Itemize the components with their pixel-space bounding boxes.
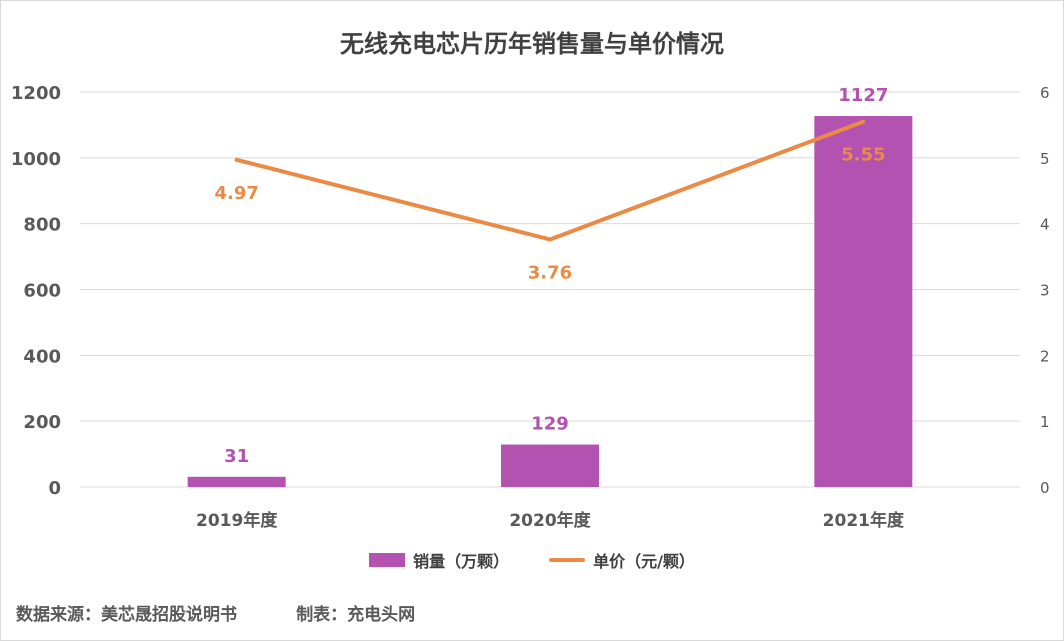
y-right-tick-label: 3 bbox=[1040, 282, 1050, 300]
footer-note: 数据来源：美芯晟招股说明书 制表：充电头网 bbox=[16, 600, 415, 625]
x-tick-label: 2019年度 bbox=[196, 510, 278, 531]
price-line bbox=[234, 119, 866, 242]
y-right-tick-label: 1 bbox=[1040, 413, 1050, 431]
y-left-tick-label: 400 bbox=[23, 346, 61, 367]
line-data-label: 4.97 bbox=[214, 183, 258, 204]
x-tick-label: 2020年度 bbox=[509, 510, 591, 531]
y-left-tick-label: 1200 bbox=[11, 83, 61, 104]
legend-label-sales: 销量（万颗） bbox=[413, 552, 510, 571]
bar bbox=[187, 476, 286, 487]
y-left-tick-label: 1000 bbox=[11, 149, 61, 170]
legend: 销量（万颗） 单价（元/颗） bbox=[0, 548, 1064, 572]
bar bbox=[814, 116, 913, 487]
legend-label-price: 单价（元/颗） bbox=[593, 552, 695, 571]
y-left-tick-label: 0 bbox=[48, 478, 61, 499]
y-right-tick-label: 6 bbox=[1040, 84, 1050, 102]
y-right-tick-label: 5 bbox=[1040, 150, 1050, 168]
y-left-tick-label: 600 bbox=[23, 281, 61, 302]
bar-data-label: 31 bbox=[224, 446, 249, 467]
y-left-tick-label: 800 bbox=[23, 215, 61, 236]
y-right-tick-label: 4 bbox=[1040, 216, 1050, 234]
y-right-tick-label: 2 bbox=[1040, 347, 1050, 365]
y-left-tick-label: 200 bbox=[23, 412, 61, 433]
maker-text: 制表：充电头网 bbox=[296, 605, 416, 625]
legend-swatch-bar bbox=[369, 553, 406, 567]
legend-item-price: 单价（元/颗） bbox=[549, 548, 695, 572]
line-data-label: 5.55 bbox=[841, 145, 885, 166]
bar-data-label: 129 bbox=[531, 414, 569, 435]
y-right-tick-label: 0 bbox=[1040, 479, 1050, 497]
source-text: 数据来源：美芯晟招股说明书 bbox=[16, 605, 237, 625]
bar bbox=[501, 444, 599, 487]
x-tick-label: 2021年度 bbox=[823, 510, 905, 531]
legend-swatch-line bbox=[549, 558, 586, 562]
bar-data-label: 1127 bbox=[838, 85, 888, 106]
line-data-label: 3.76 bbox=[528, 262, 572, 283]
legend-item-sales: 销量（万颗） bbox=[369, 548, 509, 572]
chart-title: 无线充电芯片历年销售量与单价情况 bbox=[340, 30, 724, 58]
